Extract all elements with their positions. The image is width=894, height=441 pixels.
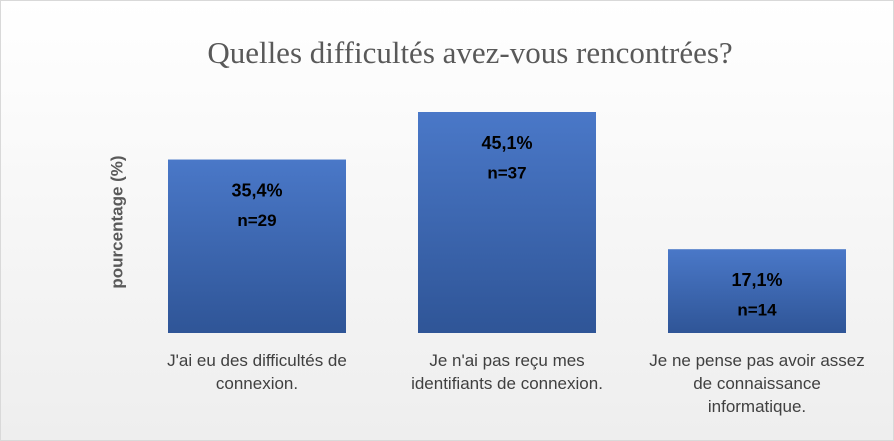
data-label: 17,1% [731, 270, 782, 290]
chart-title: Quelles difficultés avez-vous rencontrée… [207, 35, 732, 70]
n-label: n=37 [487, 163, 526, 182]
x-tick-label: Je n'ai pas reçu mes identifiants de con… [411, 351, 603, 393]
bar [668, 249, 846, 333]
bar [168, 159, 346, 333]
data-label: 45,1% [481, 133, 532, 153]
y-axis-label: pourcentage (%) [107, 155, 126, 288]
x-tick-label: J'ai eu des difficultés de connexion. [167, 351, 347, 393]
x-tick-label: Je ne pense pas avoir assez de connaissa… [649, 351, 865, 416]
bar [418, 112, 596, 333]
n-label: n=14 [737, 301, 777, 320]
n-label: n=29 [237, 211, 276, 230]
data-label: 35,4% [231, 180, 282, 200]
